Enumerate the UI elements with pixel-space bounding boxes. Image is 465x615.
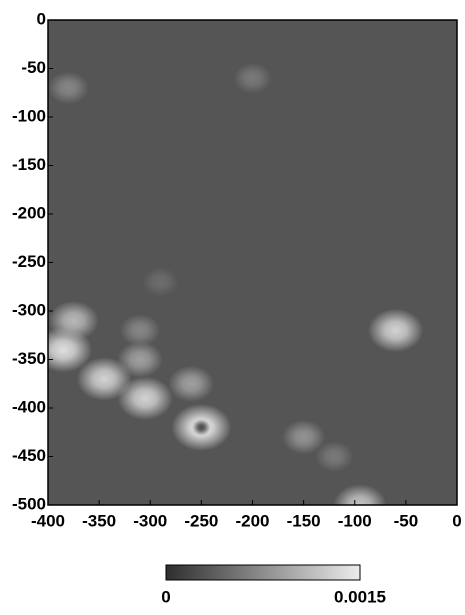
x-tick-label: -100 xyxy=(338,511,372,530)
hotspot xyxy=(282,419,326,455)
y-tick-label: 0 xyxy=(37,9,46,28)
hotspot xyxy=(192,419,211,436)
hotspot xyxy=(76,357,132,401)
x-tick-label: -150 xyxy=(287,511,321,530)
hotspot xyxy=(117,341,163,378)
hotspot xyxy=(142,267,179,297)
y-tick-label: -300 xyxy=(12,300,46,319)
y-tick-label: -250 xyxy=(12,252,46,271)
x-tick-label: -50 xyxy=(394,511,419,530)
x-tick-label: -300 xyxy=(133,511,167,530)
hotspot xyxy=(119,314,161,347)
y-tick-label: -150 xyxy=(12,155,46,174)
hotspot xyxy=(168,365,214,402)
hotspot xyxy=(233,62,272,94)
y-tick-label: -200 xyxy=(12,203,46,222)
x-tick-label: -250 xyxy=(184,511,218,530)
hotspot xyxy=(48,71,89,105)
plot-background xyxy=(48,20,457,505)
x-tick-label: -350 xyxy=(82,511,116,530)
y-tick-label: -450 xyxy=(12,446,46,465)
x-tick-label: 0 xyxy=(452,511,461,530)
heatmap xyxy=(48,62,424,505)
hotspot xyxy=(333,484,387,505)
hotspot xyxy=(315,441,354,472)
y-tick-label: -400 xyxy=(12,397,46,416)
y-tick-label: -500 xyxy=(12,494,46,513)
x-tick-label: -400 xyxy=(31,511,65,530)
y-tick-label: -100 xyxy=(12,106,46,125)
colorbar xyxy=(165,564,361,581)
colorbar-tick-label: 0 xyxy=(161,587,170,606)
hotspot xyxy=(117,376,173,420)
colorbar-tick-label: 0.0015 xyxy=(334,587,386,606)
hotspot xyxy=(48,300,99,341)
y-tick-label: -350 xyxy=(12,349,46,368)
hotspot xyxy=(368,308,424,353)
x-tick-label: -200 xyxy=(235,511,269,530)
y-tick-label: -50 xyxy=(21,58,46,77)
